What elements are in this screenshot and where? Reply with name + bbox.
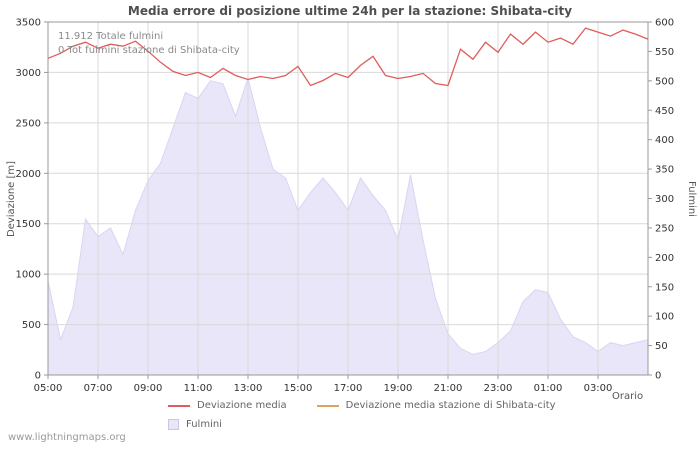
legend: Deviazione media Deviazione media stazio… [168, 400, 586, 438]
fulmini-swatch [168, 419, 179, 430]
left-tick-label: 3500 [16, 18, 41, 29]
watermark-link[interactable]: www.lightningmaps.org [8, 432, 126, 443]
left-tick-label: 0 [35, 371, 41, 382]
right-tick-label: 150 [655, 282, 674, 293]
legend-label-deviazione-stazione: Deviazione media stazione di Shibata-cit… [345, 400, 556, 411]
chart-title: Media errore di posizione ultime 24h per… [127, 4, 573, 18]
x-tick-label: 01:00 [534, 383, 563, 394]
right-tick-label: 500 [655, 76, 674, 87]
x-tick-label: 07:00 [84, 383, 113, 394]
right-tick-label: 250 [655, 223, 674, 234]
right-tick-label: 550 [655, 47, 674, 58]
right-tick-label: 600 [655, 18, 674, 29]
left-tick-label: 3000 [16, 68, 41, 79]
x-tick-label: 19:00 [384, 383, 413, 394]
x-tick-label: 17:00 [334, 383, 363, 394]
y-axis-label-left: Deviazione [m] [6, 160, 17, 237]
x-tick-label: 13:00 [234, 383, 263, 394]
right-tick-label: 400 [655, 135, 674, 146]
right-tick-label: 0 [655, 371, 661, 382]
x-tick-label: 11:00 [184, 383, 213, 394]
legend-row-lines: Deviazione media Deviazione media stazio… [168, 400, 586, 411]
left-tick-label: 2000 [16, 169, 41, 180]
x-tick-label: 03:00 [584, 383, 613, 394]
legend-item-deviazione-media: Deviazione media [168, 400, 287, 411]
left-tick-label: 1000 [16, 270, 41, 281]
x-tick-label: 23:00 [484, 383, 513, 394]
right-tick-label: 450 [655, 106, 674, 117]
legend-item-fulmini: Fulmini [168, 419, 222, 430]
x-tick-label: 09:00 [134, 383, 163, 394]
x-tick-label: 05:00 [34, 383, 63, 394]
deviazione-media-line [47, 27, 649, 87]
left-tick-label: 2500 [16, 118, 41, 129]
legend-item-deviazione-stazione: Deviazione media stazione di Shibata-cit… [316, 400, 556, 411]
right-tick-label: 300 [655, 194, 674, 205]
x-tick-label: 15:00 [284, 383, 313, 394]
deviazione-media-swatch [168, 404, 190, 407]
x-tick-label: 21:00 [434, 383, 463, 394]
station-fulmini-text: 0 Tot fulmini stazione di Shibata-city [58, 45, 240, 56]
x-axis-label: Orario [612, 391, 644, 402]
right-tick-label: 50 [655, 341, 668, 352]
legend-label-fulmini: Fulmini [186, 419, 222, 430]
right-tick-label: 100 [655, 312, 674, 323]
legend-label-deviazione-media: Deviazione media [197, 400, 287, 411]
right-tick-label: 200 [655, 253, 674, 264]
left-tick-label: 1500 [16, 219, 41, 230]
total-fulmini-text: 11.912 Totale fulmini [58, 31, 164, 42]
deviazione-stazione-swatch [316, 404, 339, 407]
chart-annotation: 11.912 Totale fulmini 0 Tot fulmini staz… [58, 30, 240, 58]
y-axis-label-right: Fulmini [686, 180, 697, 217]
left-tick-label: 500 [22, 320, 41, 331]
right-tick-label: 350 [655, 165, 674, 176]
legend-row-area: Fulmini [168, 419, 586, 430]
